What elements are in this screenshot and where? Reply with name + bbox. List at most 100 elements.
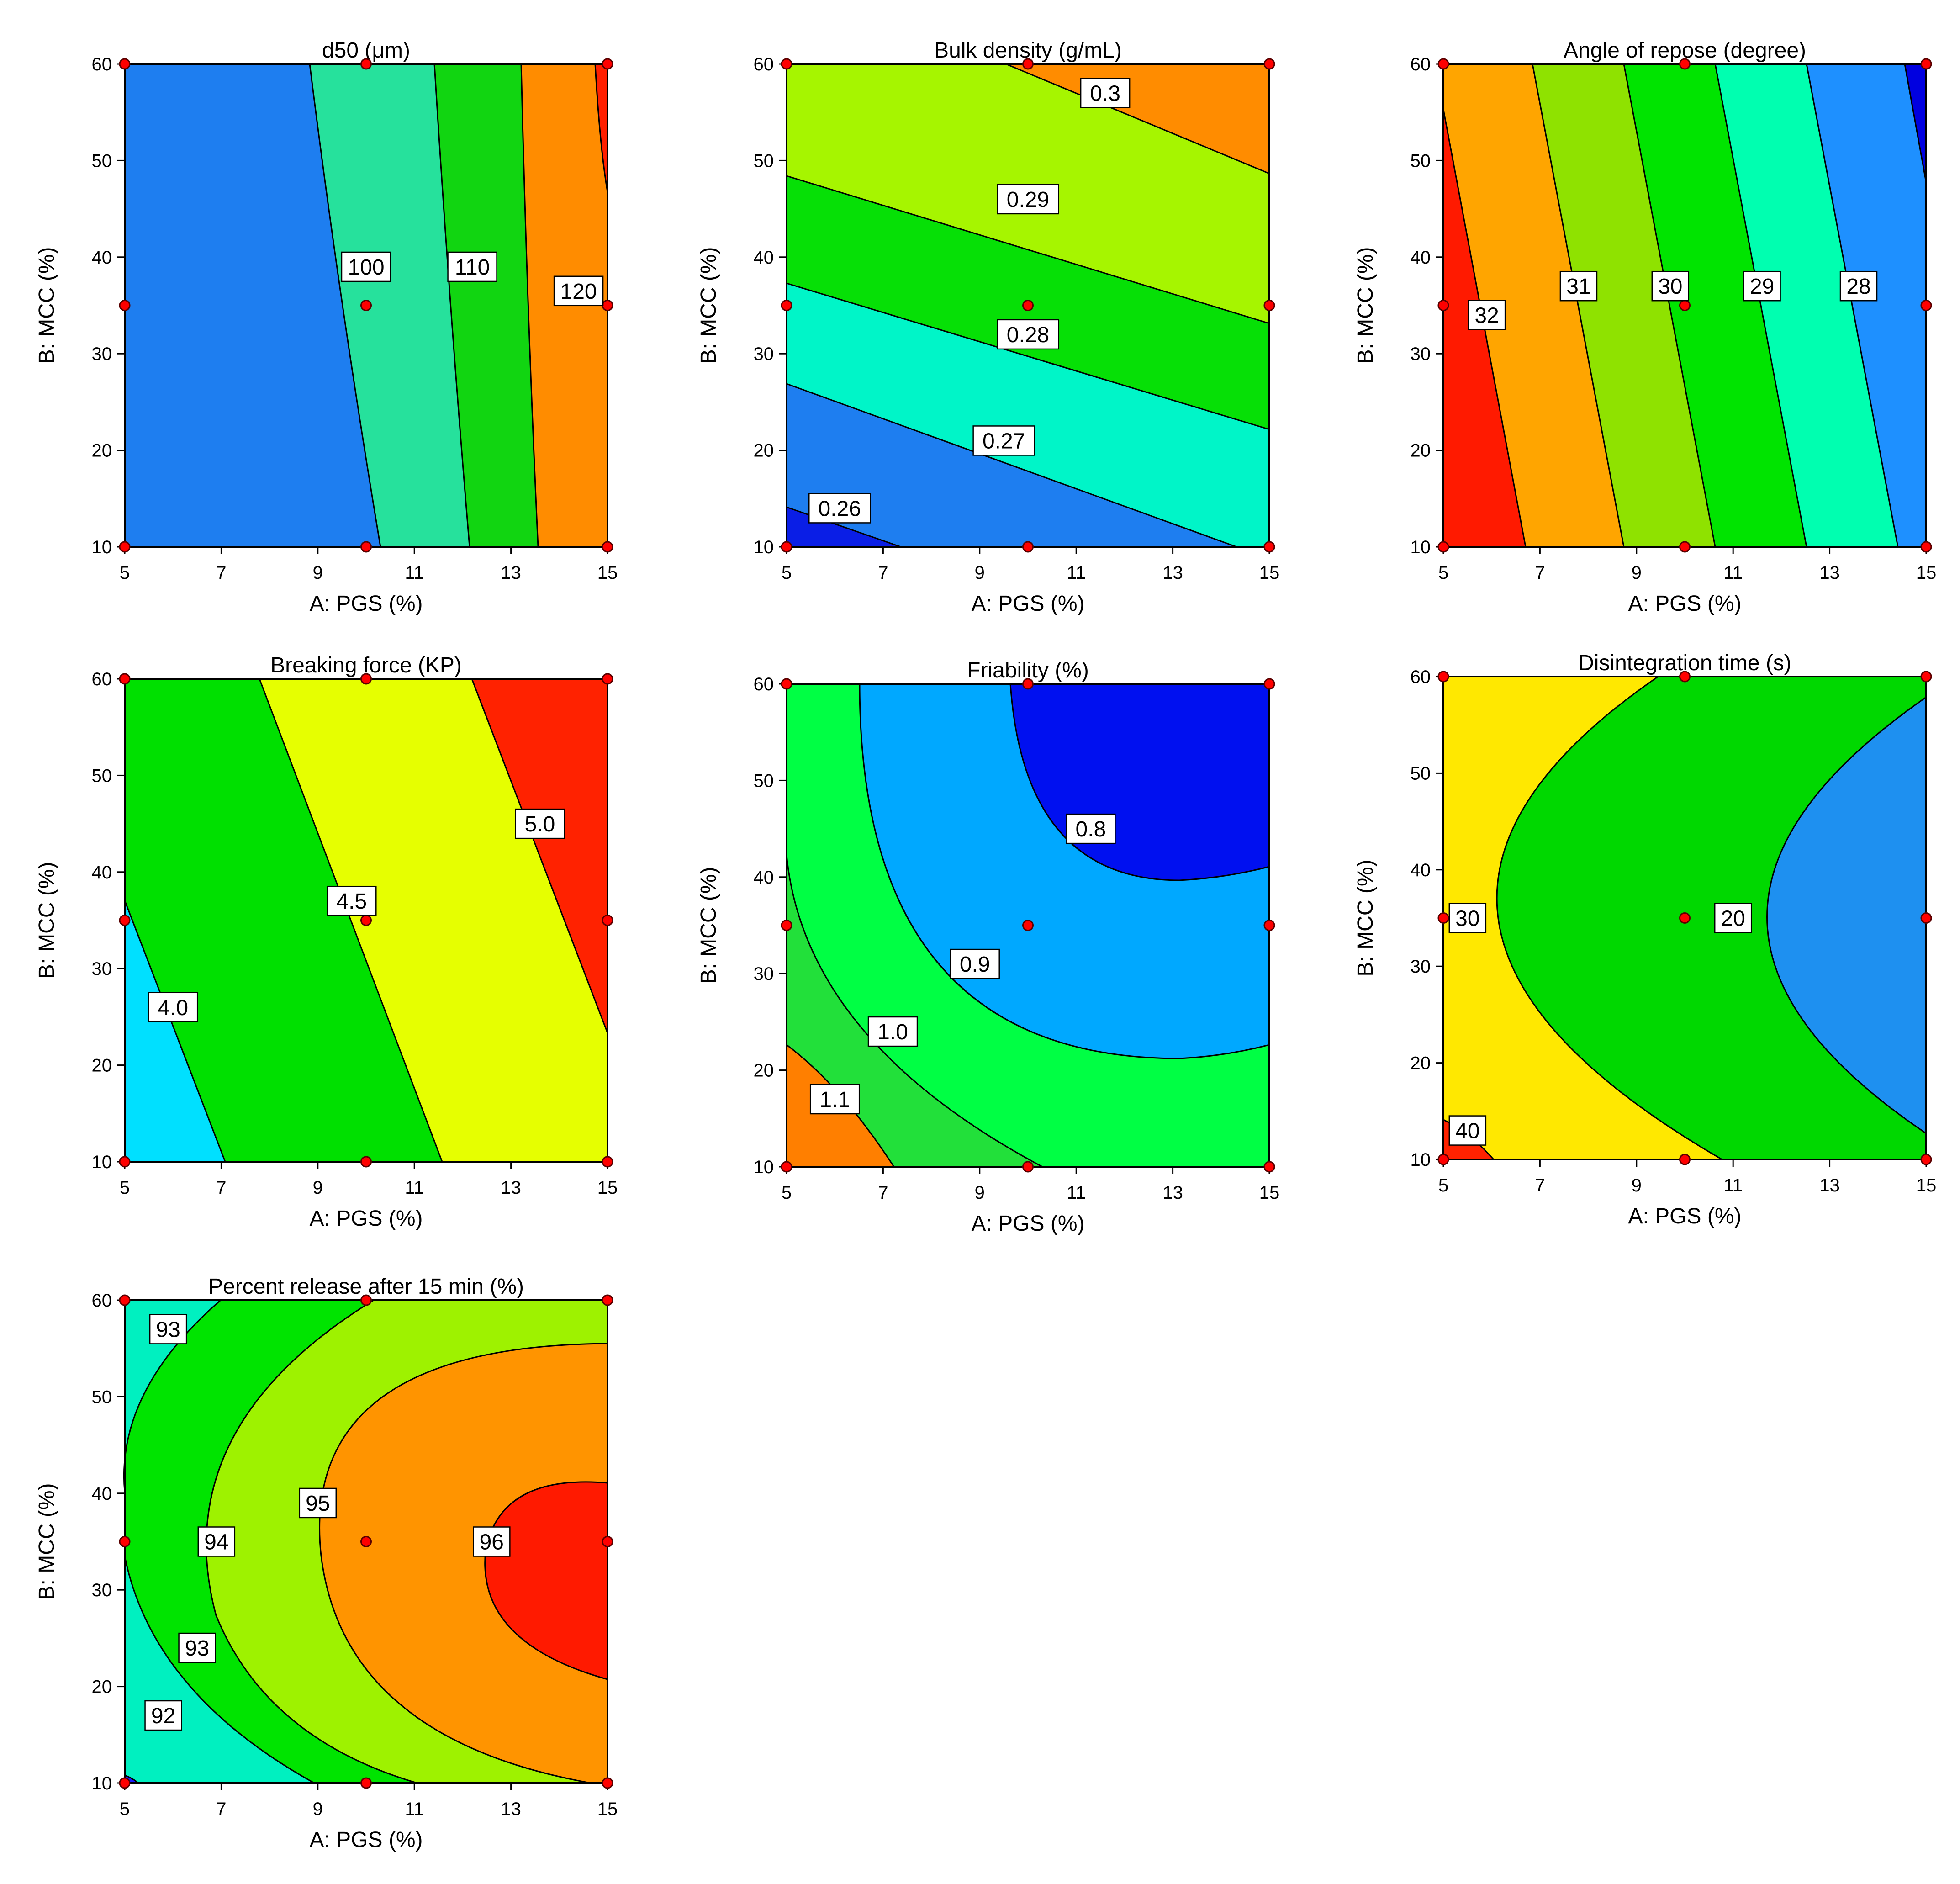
panel-overlay: Angle of repose (degree)5 7 9 11 13 151020304… bbox=[1353, 38, 1936, 616]
design-point bbox=[1679, 912, 1691, 924]
x-tick-label: 11 bbox=[1723, 563, 1743, 583]
x-axis-label: A: PGS (%) bbox=[309, 1207, 423, 1231]
x-axis-label: A: PGS (%) bbox=[971, 1212, 1084, 1236]
contour-label-box bbox=[809, 1084, 860, 1115]
design-point bbox=[119, 300, 131, 311]
design-point bbox=[1920, 58, 1932, 70]
y-tick-label: 50 bbox=[92, 766, 112, 786]
contour-line bbox=[1714, 64, 1807, 547]
design-point bbox=[1022, 920, 1034, 931]
contour-line bbox=[520, 64, 539, 547]
x-tick-label: 11 bbox=[1723, 1175, 1743, 1196]
contour-line bbox=[1766, 696, 1927, 1134]
contour-label: 5.0 bbox=[515, 808, 565, 839]
y-tick-label: 50 bbox=[92, 151, 112, 171]
design-point bbox=[781, 1161, 792, 1173]
x-tick-label: 15 bbox=[1916, 563, 1937, 583]
x-tick-label: 9 bbox=[1632, 1175, 1642, 1196]
panel-percent-release: Percent release after 15 min (%)5 7 9 11 13 1… bbox=[35, 1275, 618, 1852]
contour-label-box bbox=[178, 1632, 216, 1663]
design-point bbox=[360, 1294, 372, 1306]
contour-label-box bbox=[149, 1314, 187, 1344]
y-tick-label: 40 bbox=[92, 863, 112, 883]
plot-area bbox=[1443, 676, 1927, 1160]
design-point bbox=[119, 541, 131, 553]
contour-label-text: 30 bbox=[1455, 907, 1479, 931]
band-6 bbox=[1807, 64, 1926, 547]
design-point bbox=[1022, 541, 1034, 553]
y-tick-label: 20 bbox=[754, 1061, 774, 1081]
design-point bbox=[360, 1536, 372, 1547]
design-point bbox=[1022, 300, 1034, 311]
x-tick-label: 13 bbox=[1162, 1183, 1183, 1203]
design-point bbox=[360, 58, 372, 70]
design-point bbox=[1022, 1161, 1034, 1173]
contour-line bbox=[206, 1299, 417, 1784]
contour-label-text: 31 bbox=[1566, 275, 1590, 299]
design-point bbox=[119, 1536, 131, 1547]
contour-line bbox=[786, 383, 1237, 548]
x-tick-label: 7 bbox=[1535, 563, 1545, 583]
contour-label-box bbox=[1743, 270, 1781, 302]
y-axis-label: B: MCC (%) bbox=[1353, 247, 1378, 364]
design-point bbox=[1920, 541, 1932, 553]
contour-label: 1.1 bbox=[809, 1084, 860, 1115]
contour-label-text: 5.0 bbox=[525, 812, 555, 836]
contour-label-text: 28 bbox=[1846, 275, 1870, 299]
contour-label: 30 bbox=[1651, 270, 1690, 302]
contour-label: 30 bbox=[1448, 903, 1487, 933]
panel-overlay: Disintegration time (s)5 7 9 11 13 1510203040… bbox=[1353, 651, 1936, 1228]
contour-label-text: 1.1 bbox=[819, 1088, 850, 1112]
contour-label: 93 bbox=[178, 1632, 216, 1663]
y-tick-label: 20 bbox=[1411, 441, 1431, 461]
x-tick-label: 11 bbox=[1067, 563, 1086, 583]
contour-label-box bbox=[144, 1700, 182, 1731]
contour-label-box bbox=[341, 251, 391, 282]
x-tick-label: 15 bbox=[1259, 563, 1280, 583]
contour-line bbox=[309, 64, 381, 547]
x-axis-label: A: PGS (%) bbox=[1628, 592, 1741, 616]
y-tick-label: 40 bbox=[1411, 860, 1431, 880]
contour-label-text: 0.9 bbox=[960, 953, 990, 977]
x-tick-label: 5 bbox=[120, 1178, 130, 1198]
panel-angle-of-repose: Angle of repose (degree)5 7 9 11 13 151020304… bbox=[1353, 38, 1936, 616]
contour-label-box bbox=[1448, 1115, 1487, 1146]
design-point bbox=[602, 58, 613, 70]
contour-label-text: 1.0 bbox=[877, 1020, 908, 1044]
design-point bbox=[119, 1777, 131, 1789]
contour-label-box bbox=[1468, 300, 1506, 330]
design-point bbox=[602, 1156, 613, 1168]
design-point bbox=[602, 1536, 613, 1547]
contour-line bbox=[1806, 64, 1899, 547]
y-axis-label: B: MCC (%) bbox=[697, 247, 721, 364]
y-tick-label: 30 bbox=[754, 344, 774, 364]
y-tick-label: 30 bbox=[754, 964, 774, 984]
y-tick-label: 30 bbox=[92, 344, 112, 364]
contour-label-box bbox=[1714, 903, 1752, 933]
design-point bbox=[119, 915, 131, 926]
x-tick-label: 7 bbox=[216, 1799, 226, 1819]
contour-label-text: 93 bbox=[156, 1318, 180, 1342]
y-tick-label: 30 bbox=[1411, 344, 1431, 364]
plot-area bbox=[125, 64, 608, 547]
panel-disintegration-time: Disintegration time (s)5 7 9 11 13 1510203040… bbox=[1353, 651, 1936, 1228]
design-point bbox=[360, 300, 372, 311]
y-tick-label: 60 bbox=[92, 669, 112, 689]
design-point bbox=[1679, 541, 1691, 553]
y-tick-label: 50 bbox=[754, 771, 774, 791]
x-tick-label: 5 bbox=[1438, 563, 1448, 583]
x-tick-label: 11 bbox=[1067, 1183, 1086, 1203]
contour-label-text: 95 bbox=[306, 1492, 330, 1516]
panel-overlay: Breaking force (KP)5 7 9 11 13 15102030405060… bbox=[35, 653, 618, 1231]
contour-label: 100 bbox=[341, 251, 391, 282]
design-point bbox=[1679, 58, 1691, 70]
design-point bbox=[1920, 1154, 1932, 1165]
x-tick-label: 9 bbox=[1632, 563, 1642, 583]
design-point bbox=[781, 300, 792, 311]
design-point bbox=[1679, 300, 1691, 311]
design-point bbox=[602, 1777, 613, 1789]
x-tick-label: 13 bbox=[1162, 563, 1183, 583]
y-axis-label: B: MCC (%) bbox=[35, 862, 59, 979]
design-point bbox=[1679, 671, 1691, 683]
contour-label-box bbox=[867, 1016, 918, 1047]
